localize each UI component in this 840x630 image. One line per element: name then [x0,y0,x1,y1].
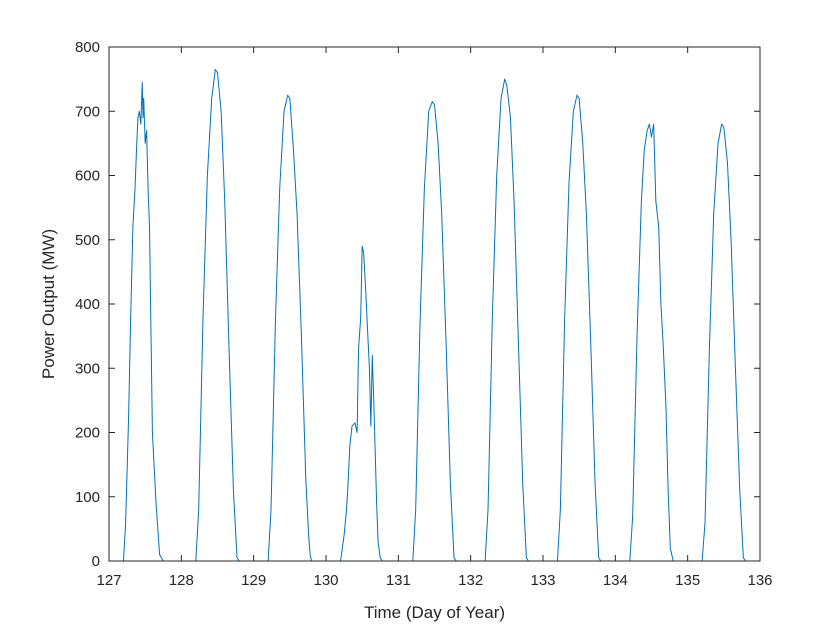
y-tick-label: 100 [75,489,100,506]
x-axis-ticks: 127 128 129 130 131 132 133 134 135 136 [96,47,773,589]
y-tick-label: 800 [75,39,100,56]
y-tick-label: 0 [92,553,100,570]
x-tick-label: 129 [241,572,266,589]
y-tick-label: 500 [75,232,100,249]
plot-area [109,47,760,561]
series-line-0 [109,68,760,562]
y-tick-label: 300 [75,360,100,377]
x-tick-label: 130 [313,572,338,589]
y-tick-label: 700 [75,103,100,120]
y-axis-title: Power Output (MW) [39,229,58,379]
series-layer [109,68,760,562]
x-tick-label: 131 [386,572,411,589]
x-tick-label: 128 [169,572,194,589]
x-tick-label: 127 [96,572,121,589]
y-tick-label: 200 [75,425,100,442]
y-axis-ticks: 0 100 200 300 400 500 600 700 800 [75,39,760,570]
y-tick-label: 600 [75,168,100,185]
x-tick-label: 136 [747,572,772,589]
x-tick-label: 135 [675,572,700,589]
x-tick-label: 133 [530,572,555,589]
x-tick-label: 132 [458,572,483,589]
x-tick-label: 134 [603,572,628,589]
y-tick-label: 400 [75,296,100,313]
x-axis-title: Time (Day of Year) [364,603,505,622]
